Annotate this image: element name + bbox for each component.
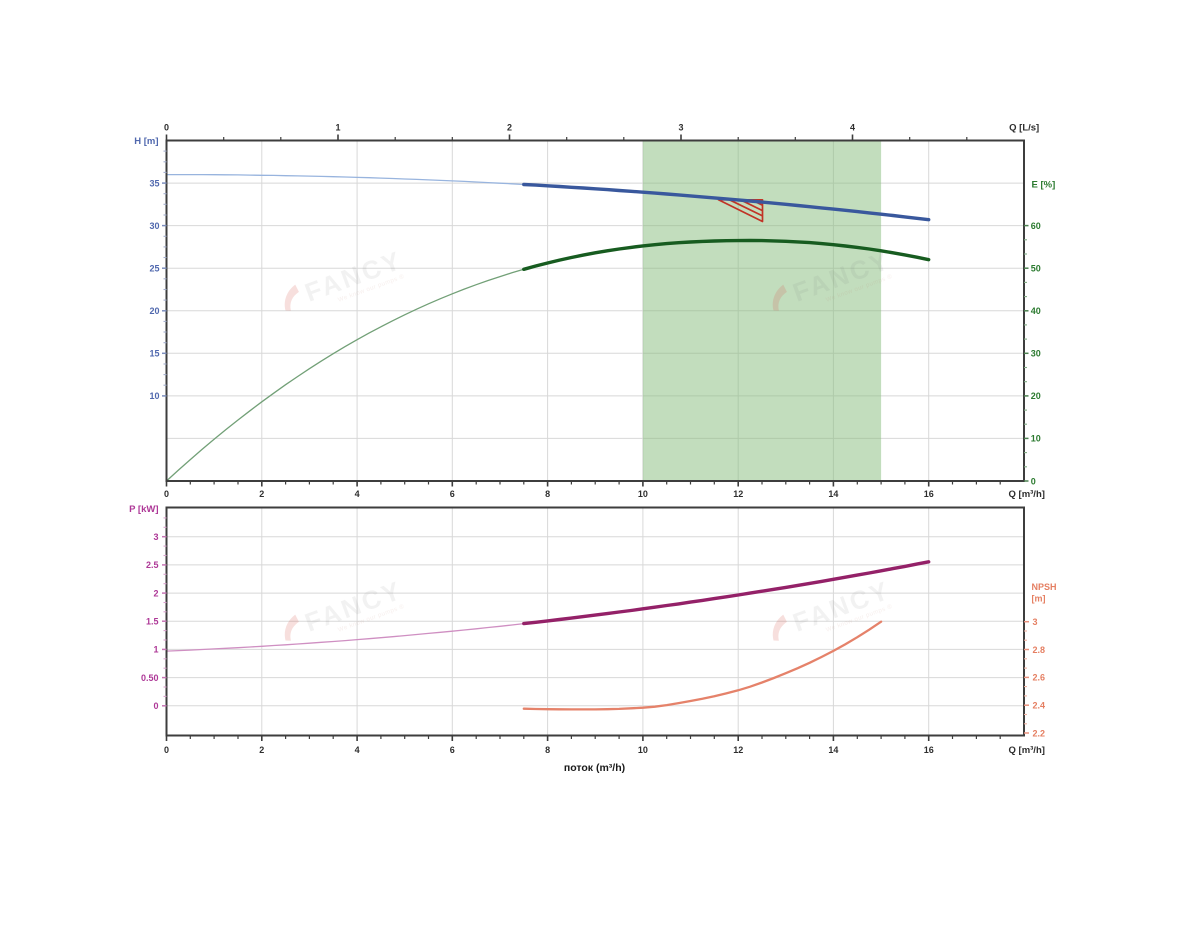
svg-text:0: 0 [1031,476,1036,486]
svg-text:NPSH: NPSH [1032,582,1057,592]
svg-text:Q [m³/h]: Q [m³/h] [1009,489,1045,500]
svg-text:E [%]: E [%] [1032,179,1056,190]
svg-text:12: 12 [733,745,743,755]
svg-text:Q [L/s]: Q [L/s] [1009,123,1039,134]
svg-text:поток (m³/h): поток (m³/h) [564,762,625,774]
svg-text:4: 4 [850,123,855,133]
svg-text:16: 16 [924,489,934,499]
svg-text:20: 20 [149,306,159,316]
svg-text:3: 3 [1033,617,1038,627]
svg-text:10: 10 [1031,434,1041,444]
svg-text:35: 35 [149,178,159,188]
svg-text:12: 12 [733,489,743,499]
svg-text:2.8: 2.8 [1033,645,1046,655]
svg-text:30: 30 [1031,349,1041,359]
svg-text:2: 2 [259,489,264,499]
svg-text:2.6: 2.6 [1033,673,1046,683]
svg-text:10: 10 [638,745,648,755]
svg-text:6: 6 [450,745,455,755]
svg-text:2.5: 2.5 [146,560,159,570]
svg-text:4: 4 [355,745,360,755]
svg-text:8: 8 [545,489,550,499]
svg-text:Q [m³/h]: Q [m³/h] [1009,745,1045,756]
svg-text:30: 30 [149,221,159,231]
svg-text:16: 16 [924,745,934,755]
svg-text:8: 8 [545,745,550,755]
svg-text:[m]: [m] [1032,594,1046,604]
svg-text:15: 15 [149,349,159,359]
svg-text:2.2: 2.2 [1033,728,1046,738]
svg-text:2: 2 [259,745,264,755]
svg-text:6: 6 [450,489,455,499]
svg-text:25: 25 [149,264,159,274]
svg-text:4: 4 [355,489,360,499]
svg-text:0.50: 0.50 [141,673,159,683]
svg-text:1.5: 1.5 [146,617,159,627]
svg-text:H [m]: H [m] [134,136,158,147]
svg-text:10: 10 [149,391,159,401]
svg-text:0: 0 [164,489,169,499]
svg-text:10: 10 [638,489,648,499]
svg-text:14: 14 [828,489,838,499]
svg-text:0: 0 [153,701,158,711]
svg-text:3: 3 [153,532,158,542]
svg-text:14: 14 [828,745,838,755]
svg-text:0: 0 [164,123,169,133]
svg-text:50: 50 [1031,264,1041,274]
svg-text:2: 2 [153,588,158,598]
svg-text:3: 3 [678,123,683,133]
svg-text:40: 40 [1031,306,1041,316]
svg-text:2.4: 2.4 [1033,701,1046,711]
svg-text:0: 0 [164,745,169,755]
svg-text:2: 2 [507,123,512,133]
svg-text:20: 20 [1031,391,1041,401]
svg-text:P [kW]: P [kW] [129,504,158,515]
svg-text:1: 1 [335,123,340,133]
svg-text:60: 60 [1031,221,1041,231]
svg-text:1: 1 [153,645,158,655]
